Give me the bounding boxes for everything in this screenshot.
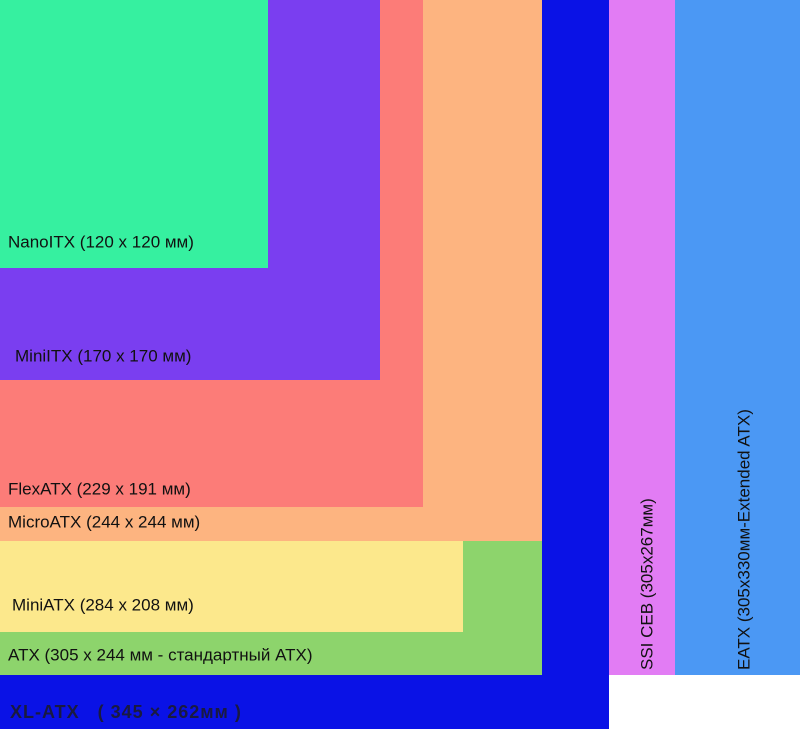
board-label: MiniITX (170 x 170 мм) [15,346,191,365]
board-label: MiniATX (284 x 208 мм) [12,595,194,614]
nanoitx-area [0,0,268,268]
board-label: ATX (305 x 244 мм - стандартный ATX) [8,645,313,664]
board-label: SSI CEB (305x267мм) [637,498,656,670]
board-label: MicroATX (244 x 244 мм) [8,512,200,531]
board-label: EATX (305x330мм-Extended ATX) [734,409,753,670]
board-label: XL-ATX ( 345 × 262мм ) [10,702,242,722]
ssi-ceb-area [609,0,675,675]
board-label: NanoITX (120 x 120 мм) [8,232,194,251]
eatx-area [675,0,800,675]
board-label: FlexATX (229 x 191 мм) [8,479,191,498]
